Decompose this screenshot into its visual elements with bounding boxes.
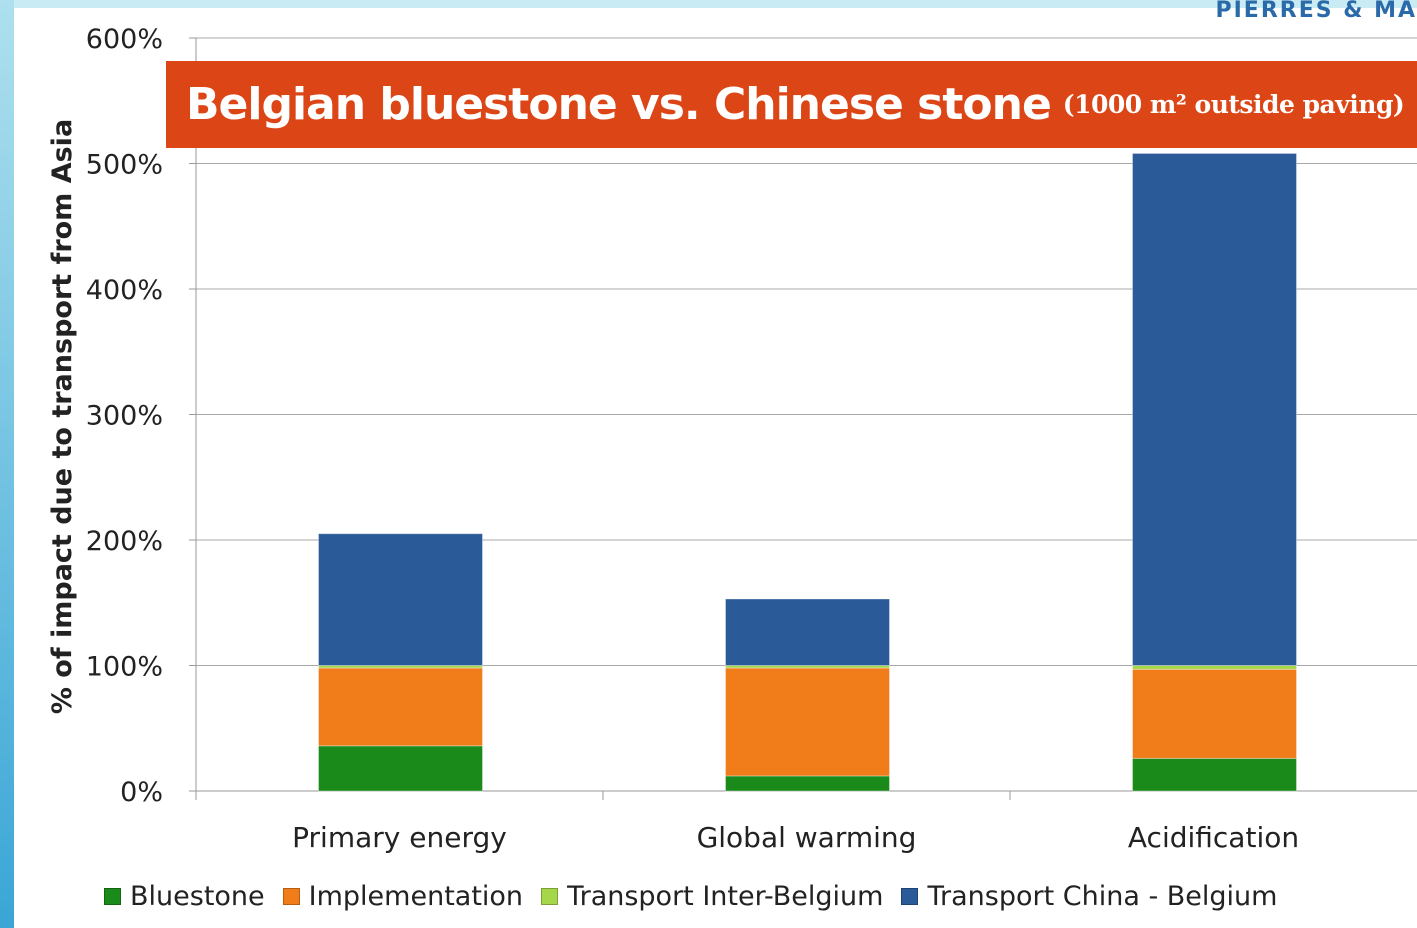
slide-left-edge: [0, 0, 14, 928]
y-tick-label: 100%: [86, 652, 163, 683]
legend-swatch: [282, 887, 300, 905]
chart-title: Belgian bluestone vs. Chinese stone: [186, 79, 1052, 130]
x-tick-label: Primary energy: [292, 821, 507, 854]
y-tick-label: 500%: [86, 150, 163, 181]
y-tick-label: 400%: [86, 275, 163, 306]
legend-swatch: [901, 887, 919, 905]
bar-segment: [318, 745, 483, 792]
legend-item: Bluestone: [104, 881, 265, 912]
y-tick-label: 200%: [86, 526, 163, 557]
legend-swatch: [541, 887, 559, 905]
legend-item: Transport China - Belgium: [901, 881, 1277, 912]
chart-subtitle: (1000 m² outside paving): [1062, 90, 1405, 119]
y-tick-label: 0%: [120, 777, 163, 808]
slide-top-edge: [0, 0, 1417, 8]
bar-segment: [725, 775, 890, 792]
bar-segment: [1132, 152, 1297, 666]
y-tick-label: 300%: [86, 401, 163, 432]
legend-label: Transport Inter-Belgium: [567, 880, 884, 912]
x-tick-label: Global warming: [697, 821, 917, 854]
legend-label: Implementation: [308, 880, 524, 912]
bar-segment: [725, 667, 890, 777]
legend-item: Transport Inter-Belgium: [541, 881, 883, 912]
bar-segment: [1132, 757, 1297, 792]
bar-segment: [1132, 668, 1297, 759]
legend: Bluestone Implementation Transport Inter-B…: [104, 876, 1295, 916]
brand-text: PIERRES & MA: [1215, 0, 1417, 23]
legend-swatch: [104, 887, 121, 905]
bar-segment: [1132, 665, 1297, 670]
bar-segment: [318, 533, 483, 666]
legend-label: Transport China - Belgium: [927, 880, 1278, 912]
legend-label: Bluestone: [130, 880, 265, 912]
x-tick-label: Acidification: [1128, 821, 1299, 854]
legend-item: Implementation: [282, 880, 524, 912]
title-banner: Belgian bluestone vs. Chinese stone (100…: [166, 61, 1417, 148]
bar-segment: [725, 598, 890, 666]
bar-segment: [318, 667, 483, 747]
y-tick-label: 600%: [86, 24, 163, 55]
y-axis-title: % of impact due to transport from Asia: [47, 119, 78, 714]
